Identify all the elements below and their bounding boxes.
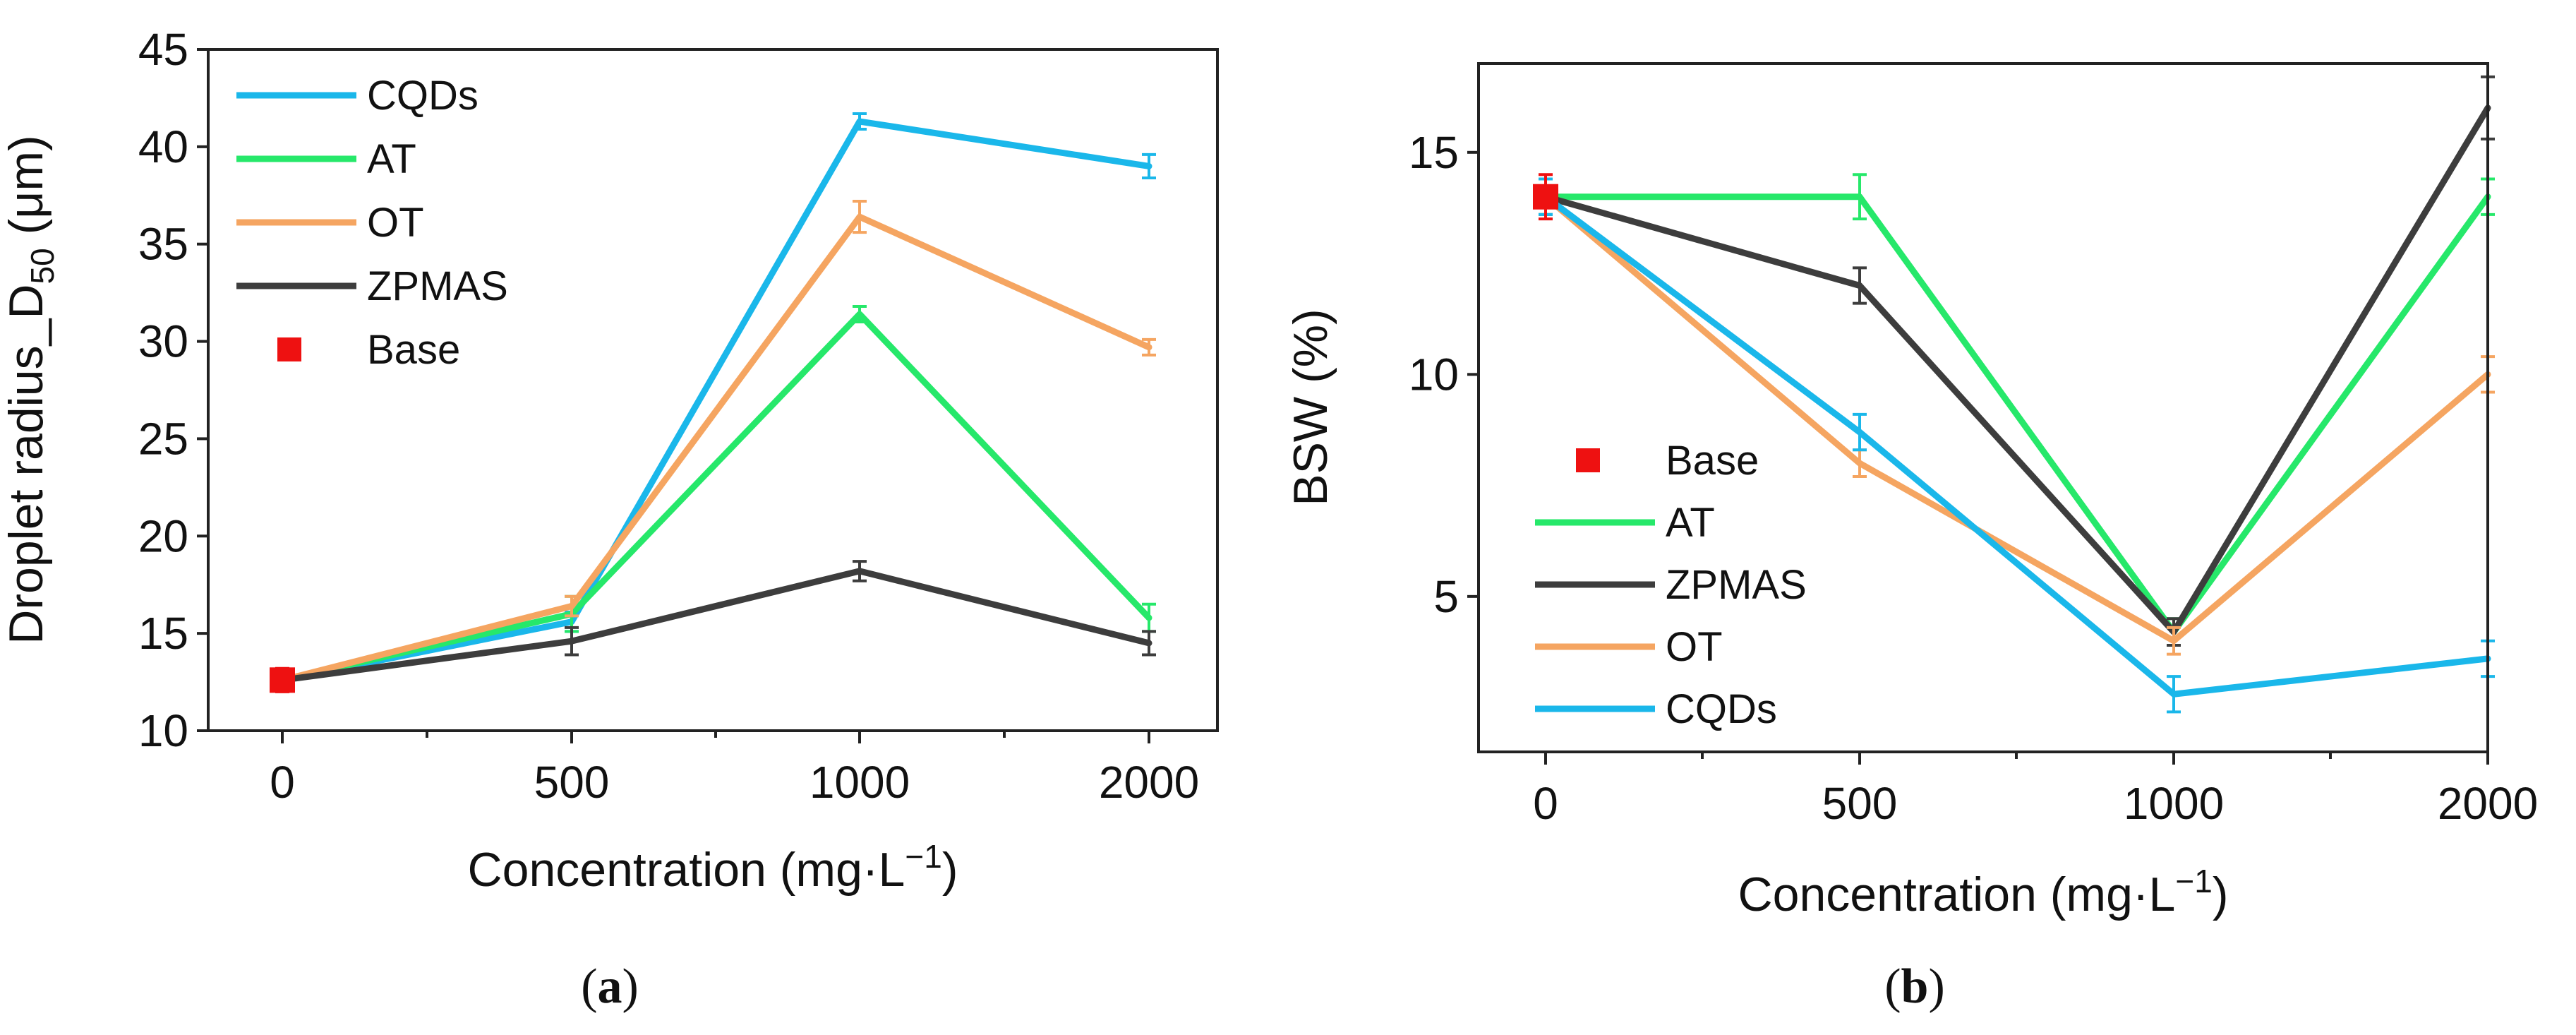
chart-b-plot-frame (1477, 62, 2489, 753)
y-tick-label: 20 (138, 510, 188, 561)
base-point (1533, 184, 1558, 210)
chart-b-marks (1533, 75, 2495, 714)
legend-label-base: Base (367, 327, 460, 373)
error-bar-ot (565, 594, 579, 618)
x-tick-label: 1000 (809, 757, 910, 808)
chart-panel-a: 10 15 20 25 30 35 40 45 0 500 1000 2000 CQDs AT OT ZPM… (0, 24, 1219, 1014)
chart-b-ticks: 5 10 15 0 500 1000 2000 (1409, 127, 2538, 829)
y-tick-label: 30 (138, 316, 188, 367)
chart-a-y-axis-label: Droplet radius_D50 (μm) (0, 135, 61, 644)
x-tick-label: 500 (534, 757, 610, 808)
x-tick-label: 0 (270, 757, 295, 808)
legend-label-cqds: CQDs (367, 73, 479, 119)
error-bar-ot (2167, 626, 2181, 656)
error-bar-at (1853, 173, 1867, 221)
legend-label-ot: OT (367, 200, 424, 246)
error-bar-zpmas (853, 560, 867, 582)
chart-b-y-axis-label: BSW (%) (1284, 309, 1337, 506)
y-tick-label: 5 (1433, 571, 1459, 622)
legend-label-cqds: CQDs (1666, 686, 1777, 732)
error-bar-cqds (853, 112, 867, 131)
x-tick-label: 2000 (2438, 778, 2538, 829)
series-line-zpmas (279, 568, 1152, 683)
series-line-zpmas (1542, 104, 2491, 635)
y-tick-label: 10 (1409, 349, 1459, 400)
series-line-ot (1542, 193, 2491, 645)
chart-b-x-axis-label: Concentration (mg·L−1) (1738, 863, 2229, 921)
y-tick-label: 15 (1409, 127, 1459, 178)
y-tick-label: 25 (138, 413, 188, 464)
x-tick-label: 500 (1822, 778, 1898, 829)
y-tick-label: 35 (138, 219, 188, 270)
error-bar-zpmas (1142, 630, 1156, 657)
error-bar-ot (1142, 337, 1156, 357)
error-bar-cqds (2167, 675, 2181, 714)
y-tick-label: 15 (138, 608, 188, 659)
series-line-cqds (279, 118, 1152, 683)
chart-a-x-axis-label: Concentration (mg·L−1) (468, 838, 958, 897)
chart-a-ticks: 10 15 20 25 30 35 40 45 0 500 1000 2000 (138, 24, 1199, 808)
series-line-cqds (1542, 193, 2491, 698)
chart-a-plot-frame (207, 48, 1219, 732)
chart-a-legend: CQDs AT OT ZPMAS Base (236, 73, 508, 373)
x-tick-label: 1000 (2124, 778, 2224, 829)
chart-panel-b: 5 10 15 0 500 1000 2000 Base AT ZPMAS OT CQDs BSW … (1284, 62, 2538, 1014)
chart-b-legend: Base AT ZPMAS OT CQDs (1535, 438, 1807, 732)
y-tick-label: 10 (138, 705, 188, 756)
series-line-at (1542, 193, 2491, 635)
error-bar-cqds (1142, 152, 1156, 179)
legend-label-at: AT (1666, 500, 1715, 546)
chart-a-caption: (a) (581, 959, 639, 1014)
legend-label-ot: OT (1666, 624, 1723, 670)
series-line-at (279, 311, 1152, 683)
chart-a-marks (270, 112, 1156, 693)
y-tick-label: 40 (138, 121, 188, 172)
base-point (270, 667, 295, 693)
legend-marker-base (277, 337, 301, 361)
error-bar-cqds (1853, 412, 1867, 452)
error-bar-ot (853, 200, 867, 234)
y-tick-label: 45 (138, 24, 188, 75)
legend-label-base: Base (1666, 438, 1759, 484)
legend-marker-base (1576, 448, 1600, 472)
series-line-ot (279, 213, 1152, 683)
x-tick-label: 2000 (1099, 757, 1199, 808)
legend-label-at: AT (367, 136, 416, 182)
chart-b-caption: (b) (1884, 959, 1945, 1014)
error-bar-zpmas (1853, 266, 1867, 305)
legend-label-zpmas: ZPMAS (367, 263, 508, 309)
error-bar-zpmas (565, 626, 579, 657)
legend-label-zpmas: ZPMAS (1666, 562, 1807, 608)
error-bar-at (853, 304, 867, 323)
x-tick-label: 0 (1533, 778, 1558, 829)
